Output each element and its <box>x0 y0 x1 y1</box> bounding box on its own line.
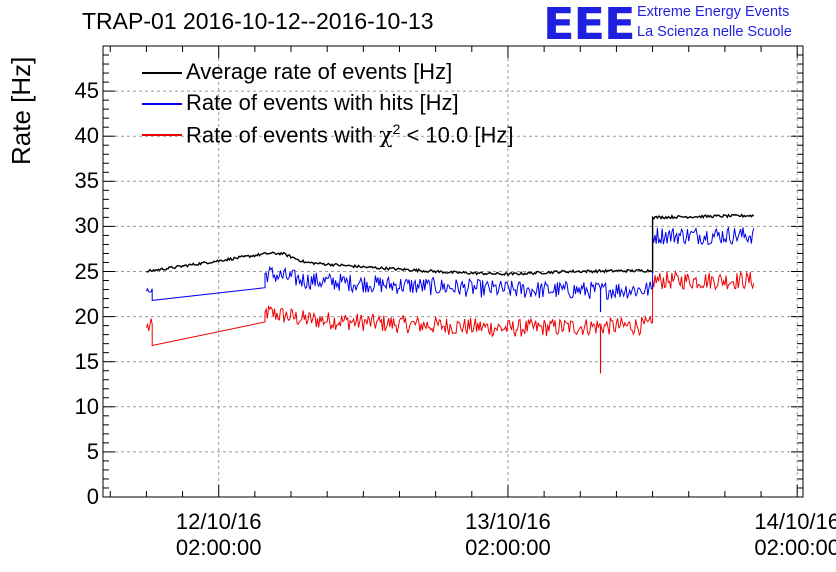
y-tick-label: 10 <box>74 393 99 419</box>
x-tick-date: 13/10/16 <box>465 509 551 534</box>
y-tick-label: 35 <box>74 168 99 194</box>
y-tick-label: 40 <box>74 123 99 149</box>
x-tick-time: 02:00:00 <box>175 535 262 560</box>
y-tick-label: 25 <box>74 258 99 284</box>
series-line-average <box>146 213 755 277</box>
legend-label-hits: Rate of events with hits [Hz] <box>186 90 459 115</box>
logo-line-1: Extreme Energy Events <box>637 4 790 20</box>
y-tick-label: 0 <box>86 484 99 509</box>
chart-title: TRAP-01 2016-10-12--2016-10-13 <box>82 8 434 34</box>
logo-line-2: La Scienza nelle Scuole <box>637 24 792 40</box>
legend-swatch-hits <box>142 103 182 105</box>
y-tick-label: 30 <box>74 213 99 239</box>
y-tick-label: 5 <box>86 438 99 464</box>
legend-swatch-chi2 <box>142 134 182 136</box>
y-tick-label: 20 <box>74 303 99 329</box>
x-tick-label: 13/10/16 02:00:00 <box>438 509 578 561</box>
legend-chi2-prefix: Rate of events with <box>186 122 380 148</box>
y-axis-label: Rate [Hz] <box>6 56 36 165</box>
x-tick-date: 12/10/16 <box>175 509 262 534</box>
legend-swatch-average <box>142 72 182 74</box>
x-tick-label: 14/10/16 02:00:00 <box>727 509 836 561</box>
legend-chi2-exponent: 2 <box>392 121 401 137</box>
x-tick-time: 02:00:00 <box>754 535 836 560</box>
x-tick-date: 14/10/16 <box>754 509 836 534</box>
series-line-hits <box>145 226 755 301</box>
x-tick-label: 12/10/16 02:00:00 <box>149 509 289 561</box>
legend-chi2-symbol: χ <box>379 123 393 149</box>
series-line-chi2 <box>145 269 755 347</box>
legend-chi2-suffix: < 10.0 [Hz] <box>400 122 514 148</box>
legend-label-chi2: Rate of events with χ2 < 10.0 [Hz] <box>186 121 513 148</box>
x-tick-time: 02:00:00 <box>465 535 551 560</box>
y-tick-label: 45 <box>74 78 99 104</box>
y-tick-label: 15 <box>74 348 99 374</box>
legend-label-average: Average rate of events [Hz] <box>186 59 453 84</box>
eee-logo-mark: EEE <box>543 0 636 50</box>
